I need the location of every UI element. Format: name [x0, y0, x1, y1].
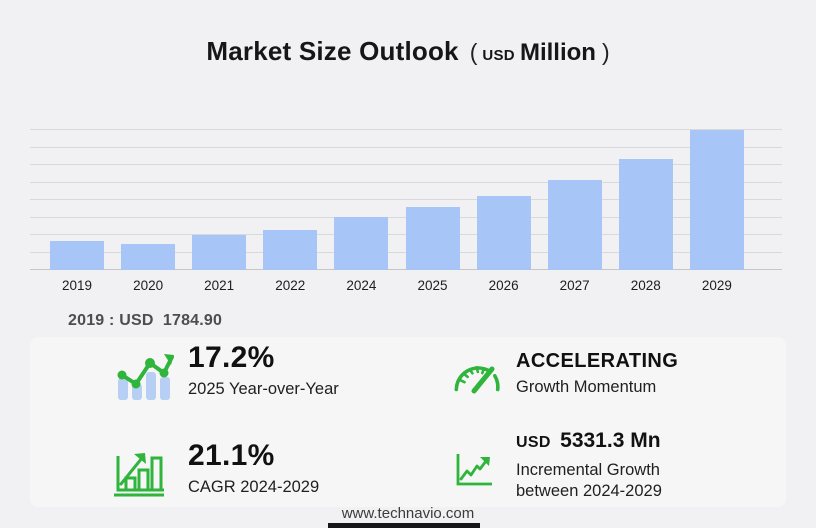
bar-2029 [689, 130, 744, 270]
x-axis-label-2025: 2025 [417, 278, 448, 293]
bar-2019 [50, 241, 104, 270]
title-open-paren: ( [469, 39, 478, 65]
x-axis-label-2027: 2027 [559, 278, 590, 293]
gridline [30, 181, 782, 183]
title-close-paren: ) [601, 39, 610, 65]
growth-bars-icon [106, 440, 170, 500]
momentum-value: ACCELERATING [516, 350, 679, 372]
x-axis-label-2020: 2020 [133, 278, 164, 293]
trend-bar-chart-icon [110, 348, 176, 404]
yoy-stat: 17.2% 2025 Year-over-Year [188, 340, 339, 400]
momentum-label: Growth Momentum [516, 378, 657, 396]
x-axis-label-2029: 2029 [701, 278, 732, 293]
incremental-value-row: USD 5331.3 Mn [516, 428, 662, 456]
line-chart-icon [450, 450, 494, 490]
cagr-stat: 21.1% CAGR 2024-2029 [188, 438, 319, 498]
cagr-value: 21.1% [188, 439, 275, 472]
website-url: www.technavio.com [341, 505, 475, 522]
momentum-stat: ACCELERATING Growth Momentum [516, 348, 678, 398]
title-main: Market Size Outlook [206, 36, 459, 66]
title-unit: Million [519, 39, 596, 66]
page-title: Market Size Outlook ( USD Million ) [0, 36, 816, 67]
gridline [30, 146, 782, 148]
bar-2028 [618, 159, 673, 270]
gridline [30, 164, 782, 165]
incremental-label-line2: between 2024-2029 [516, 482, 662, 500]
footer-logo-bar [328, 523, 480, 528]
incremental-currency: USD [516, 434, 551, 451]
gridline [30, 129, 782, 130]
bar-2025 [405, 207, 460, 270]
bar-2022 [263, 230, 318, 270]
bar-2027 [547, 180, 602, 270]
bar-chart-plot: 2019 2020 2021 2022 2024 2025 2026 2027 2028 2029 [30, 129, 782, 293]
incremental-value: 5331.3 Mn [560, 429, 661, 452]
x-axis-label-2021: 2021 [204, 278, 235, 293]
x-axis-label-2022: 2022 [275, 278, 306, 293]
cagr-label: CAGR 2024-2029 [188, 478, 320, 496]
bar-2026 [476, 195, 531, 270]
yoy-value: 17.2% [188, 341, 275, 374]
x-axis-label-2028: 2028 [630, 278, 661, 293]
x-axis-label-2026: 2026 [488, 278, 519, 293]
incremental-stat: USD 5331.3 Mn Incremental Growth between… [516, 428, 662, 502]
bar-2021 [192, 235, 247, 270]
title-currency: USD [482, 47, 515, 64]
gridline [30, 199, 782, 200]
x-axis-label-2019: 2019 [61, 278, 93, 293]
x-axis-label-2024: 2024 [346, 278, 377, 293]
yoy-label: 2025 Year-over-Year [188, 380, 339, 398]
bar-2020 [121, 243, 176, 270]
base-year-annotation: 2019 : USD 1784.90 [68, 312, 223, 329]
incremental-label-line1: Incremental Growth [516, 461, 660, 479]
speedometer-icon [448, 354, 504, 400]
bar-2024 [334, 216, 389, 270]
